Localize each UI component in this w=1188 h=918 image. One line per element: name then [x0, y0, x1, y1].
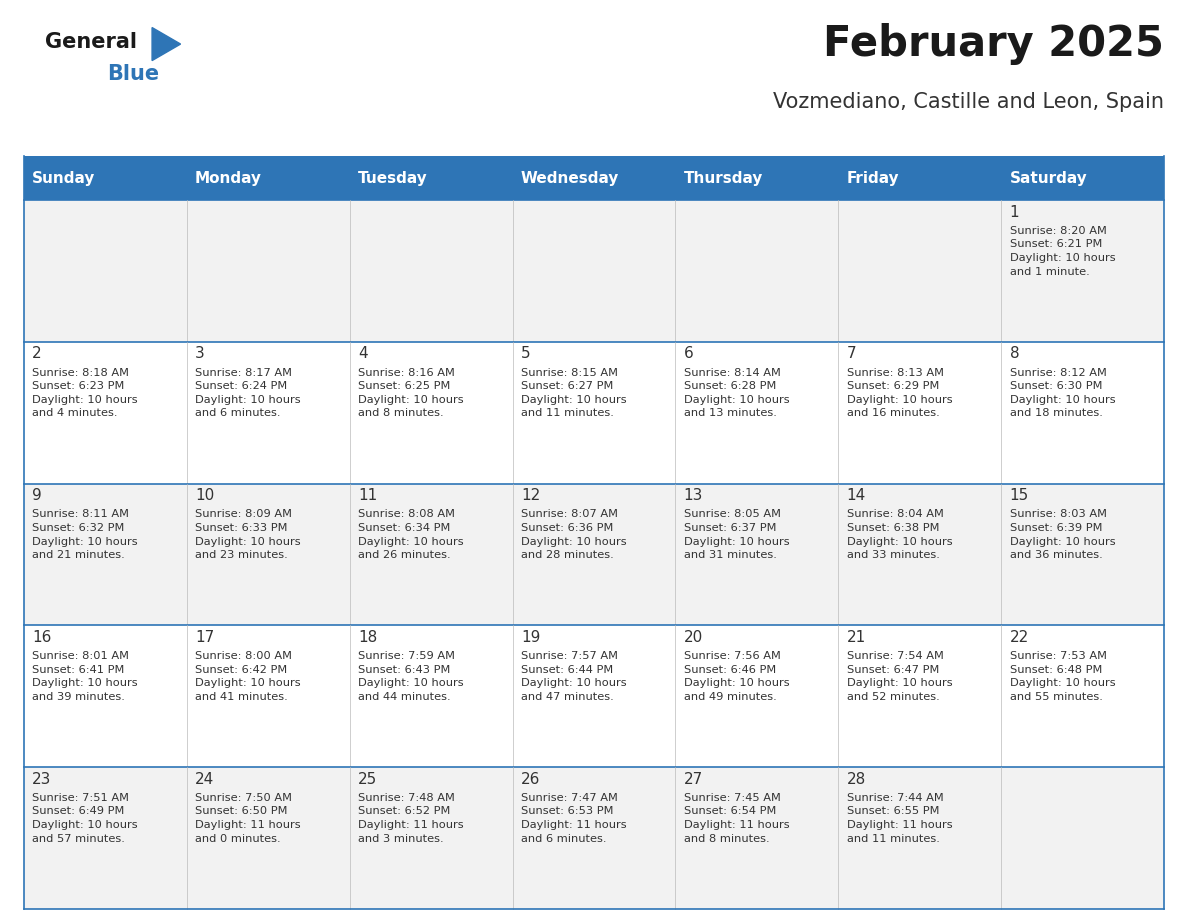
Text: Monday: Monday [195, 171, 263, 185]
Text: 20: 20 [684, 630, 703, 645]
Text: Saturday: Saturday [1010, 171, 1087, 185]
Text: 8: 8 [1010, 346, 1019, 362]
Text: Sunrise: 8:05 AM
Sunset: 6:37 PM
Daylight: 10 hours
and 31 minutes.: Sunrise: 8:05 AM Sunset: 6:37 PM Dayligh… [684, 509, 789, 560]
Text: 18: 18 [358, 630, 377, 645]
Text: 3: 3 [195, 346, 204, 362]
Text: Sunrise: 8:15 AM
Sunset: 6:27 PM
Daylight: 10 hours
and 11 minutes.: Sunrise: 8:15 AM Sunset: 6:27 PM Dayligh… [520, 367, 626, 419]
Text: Sunrise: 8:18 AM
Sunset: 6:23 PM
Daylight: 10 hours
and 4 minutes.: Sunrise: 8:18 AM Sunset: 6:23 PM Dayligh… [32, 367, 138, 419]
Text: Sunrise: 7:48 AM
Sunset: 6:52 PM
Daylight: 11 hours
and 3 minutes.: Sunrise: 7:48 AM Sunset: 6:52 PM Dayligh… [358, 793, 463, 844]
Bar [676, 156, 839, 200]
Text: Tuesday: Tuesday [358, 171, 428, 185]
Bar [24, 156, 187, 200]
Text: Sunday: Sunday [32, 171, 95, 185]
Text: Sunrise: 8:00 AM
Sunset: 6:42 PM
Daylight: 10 hours
and 41 minutes.: Sunrise: 8:00 AM Sunset: 6:42 PM Dayligh… [195, 651, 301, 702]
Text: Sunrise: 8:03 AM
Sunset: 6:39 PM
Daylight: 10 hours
and 36 minutes.: Sunrise: 8:03 AM Sunset: 6:39 PM Dayligh… [1010, 509, 1116, 560]
Text: 6: 6 [684, 346, 694, 362]
Text: Blue: Blue [107, 64, 159, 84]
Text: 4: 4 [358, 346, 367, 362]
Text: Sunrise: 7:47 AM
Sunset: 6:53 PM
Daylight: 11 hours
and 6 minutes.: Sunrise: 7:47 AM Sunset: 6:53 PM Dayligh… [520, 793, 626, 844]
Text: 24: 24 [195, 772, 214, 787]
Text: Sunrise: 8:07 AM
Sunset: 6:36 PM
Daylight: 10 hours
and 28 minutes.: Sunrise: 8:07 AM Sunset: 6:36 PM Dayligh… [520, 509, 626, 560]
Text: Sunrise: 7:51 AM
Sunset: 6:49 PM
Daylight: 10 hours
and 57 minutes.: Sunrise: 7:51 AM Sunset: 6:49 PM Dayligh… [32, 793, 138, 844]
Bar [1001, 156, 1164, 200]
Text: 28: 28 [847, 772, 866, 787]
Text: Sunrise: 7:56 AM
Sunset: 6:46 PM
Daylight: 10 hours
and 49 minutes.: Sunrise: 7:56 AM Sunset: 6:46 PM Dayligh… [684, 651, 789, 702]
Bar [24, 200, 1164, 341]
Bar [24, 625, 1164, 767]
Text: Sunrise: 8:04 AM
Sunset: 6:38 PM
Daylight: 10 hours
and 33 minutes.: Sunrise: 8:04 AM Sunset: 6:38 PM Dayligh… [847, 509, 953, 560]
Text: Sunrise: 8:08 AM
Sunset: 6:34 PM
Daylight: 10 hours
and 26 minutes.: Sunrise: 8:08 AM Sunset: 6:34 PM Dayligh… [358, 509, 463, 560]
Text: Sunrise: 7:59 AM
Sunset: 6:43 PM
Daylight: 10 hours
and 44 minutes.: Sunrise: 7:59 AM Sunset: 6:43 PM Dayligh… [358, 651, 463, 702]
Text: Sunrise: 7:53 AM
Sunset: 6:48 PM
Daylight: 10 hours
and 55 minutes.: Sunrise: 7:53 AM Sunset: 6:48 PM Dayligh… [1010, 651, 1116, 702]
Text: 15: 15 [1010, 488, 1029, 503]
Bar [349, 156, 512, 200]
Text: 11: 11 [358, 488, 377, 503]
Text: 7: 7 [847, 346, 857, 362]
Text: Sunrise: 8:20 AM
Sunset: 6:21 PM
Daylight: 10 hours
and 1 minute.: Sunrise: 8:20 AM Sunset: 6:21 PM Dayligh… [1010, 226, 1116, 276]
Text: February 2025: February 2025 [823, 23, 1164, 65]
Text: Sunrise: 8:14 AM
Sunset: 6:28 PM
Daylight: 10 hours
and 13 minutes.: Sunrise: 8:14 AM Sunset: 6:28 PM Dayligh… [684, 367, 789, 419]
Text: 17: 17 [195, 630, 214, 645]
Text: Wednesday: Wednesday [520, 171, 619, 185]
Bar [839, 156, 1001, 200]
Text: 13: 13 [684, 488, 703, 503]
Text: Sunrise: 8:17 AM
Sunset: 6:24 PM
Daylight: 10 hours
and 6 minutes.: Sunrise: 8:17 AM Sunset: 6:24 PM Dayligh… [195, 367, 301, 419]
Text: Vozmediano, Castille and Leon, Spain: Vozmediano, Castille and Leon, Spain [773, 92, 1164, 112]
Text: 10: 10 [195, 488, 214, 503]
Text: Sunrise: 7:54 AM
Sunset: 6:47 PM
Daylight: 10 hours
and 52 minutes.: Sunrise: 7:54 AM Sunset: 6:47 PM Dayligh… [847, 651, 953, 702]
Text: 21: 21 [847, 630, 866, 645]
Text: 26: 26 [520, 772, 541, 787]
Text: Sunrise: 7:44 AM
Sunset: 6:55 PM
Daylight: 11 hours
and 11 minutes.: Sunrise: 7:44 AM Sunset: 6:55 PM Dayligh… [847, 793, 953, 844]
Text: 23: 23 [32, 772, 51, 787]
Bar [24, 484, 1164, 625]
Text: Sunrise: 7:45 AM
Sunset: 6:54 PM
Daylight: 11 hours
and 8 minutes.: Sunrise: 7:45 AM Sunset: 6:54 PM Dayligh… [684, 793, 789, 844]
Text: 27: 27 [684, 772, 703, 787]
Text: 16: 16 [32, 630, 51, 645]
Text: Sunrise: 8:13 AM
Sunset: 6:29 PM
Daylight: 10 hours
and 16 minutes.: Sunrise: 8:13 AM Sunset: 6:29 PM Dayligh… [847, 367, 953, 419]
Text: Thursday: Thursday [684, 171, 763, 185]
Text: 22: 22 [1010, 630, 1029, 645]
Text: 14: 14 [847, 488, 866, 503]
Text: 9: 9 [32, 488, 42, 503]
Bar [512, 156, 676, 200]
Text: Friday: Friday [847, 171, 899, 185]
Text: General: General [45, 32, 137, 52]
Text: Sunrise: 8:09 AM
Sunset: 6:33 PM
Daylight: 10 hours
and 23 minutes.: Sunrise: 8:09 AM Sunset: 6:33 PM Dayligh… [195, 509, 301, 560]
Text: Sunrise: 8:16 AM
Sunset: 6:25 PM
Daylight: 10 hours
and 8 minutes.: Sunrise: 8:16 AM Sunset: 6:25 PM Dayligh… [358, 367, 463, 419]
Bar [24, 767, 1164, 909]
Text: Sunrise: 8:11 AM
Sunset: 6:32 PM
Daylight: 10 hours
and 21 minutes.: Sunrise: 8:11 AM Sunset: 6:32 PM Dayligh… [32, 509, 138, 560]
Text: 2: 2 [32, 346, 42, 362]
Text: 1: 1 [1010, 205, 1019, 219]
Bar [24, 341, 1164, 484]
Text: Sunrise: 8:12 AM
Sunset: 6:30 PM
Daylight: 10 hours
and 18 minutes.: Sunrise: 8:12 AM Sunset: 6:30 PM Dayligh… [1010, 367, 1116, 419]
Text: Sunrise: 7:50 AM
Sunset: 6:50 PM
Daylight: 11 hours
and 0 minutes.: Sunrise: 7:50 AM Sunset: 6:50 PM Dayligh… [195, 793, 301, 844]
Text: 5: 5 [520, 346, 531, 362]
Polygon shape [152, 28, 181, 61]
Text: 25: 25 [358, 772, 377, 787]
Text: Sunrise: 7:57 AM
Sunset: 6:44 PM
Daylight: 10 hours
and 47 minutes.: Sunrise: 7:57 AM Sunset: 6:44 PM Dayligh… [520, 651, 626, 702]
Text: 12: 12 [520, 488, 541, 503]
Text: 19: 19 [520, 630, 541, 645]
Text: Sunrise: 8:01 AM
Sunset: 6:41 PM
Daylight: 10 hours
and 39 minutes.: Sunrise: 8:01 AM Sunset: 6:41 PM Dayligh… [32, 651, 138, 702]
Bar [187, 156, 349, 200]
